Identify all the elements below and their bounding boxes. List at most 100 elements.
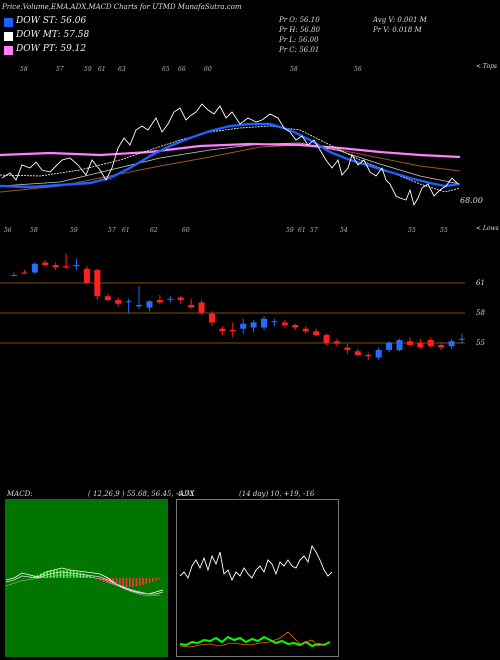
candle-body [177, 297, 184, 300]
macd-histogram-bar [132, 578, 134, 587]
level-label-61: 61 [476, 279, 485, 287]
avg-volume: Avg V: 0.001 M [373, 16, 427, 24]
candle-body [42, 262, 49, 265]
top-tick-label: 56 [354, 66, 362, 73]
candle-body [365, 355, 372, 357]
macd-histogram-bar [152, 578, 154, 582]
macd-histogram-bar [129, 578, 131, 587]
bottom-tick-label: 61 [298, 227, 306, 234]
candle-body [250, 322, 257, 328]
candle-body [188, 305, 195, 308]
top-tick-label: 58 [290, 66, 298, 73]
top-tick-label: 66 [178, 66, 186, 73]
candle-body [83, 268, 90, 283]
candle-body [333, 341, 340, 344]
candle-body [31, 263, 38, 273]
macd-histogram-bar [122, 578, 124, 587]
minus-di-line [179, 631, 331, 648]
candle-body [198, 302, 205, 313]
candle-body [115, 300, 122, 304]
macd-histogram-bar [138, 578, 141, 586]
candle-body [11, 275, 17, 276]
level-label-55: 55 [476, 339, 485, 347]
candle-body [136, 305, 143, 307]
ema-blue-line [0, 122, 461, 189]
candle-body [281, 322, 288, 325]
bottom-tick-label: 54 [340, 227, 348, 234]
macd-histogram-bar [76, 571, 78, 578]
bottom-tick-label: 58 [30, 227, 38, 234]
candle-body [271, 321, 278, 323]
top-tick-label: 61 [98, 66, 106, 73]
candle-body [73, 265, 80, 267]
bottom-tick-label: 61 [122, 227, 130, 234]
candle-body [354, 351, 361, 355]
bottom-tick-label: 62 [150, 227, 158, 234]
macd-histogram-bar [82, 573, 85, 578]
candle-body [386, 342, 393, 350]
candle-body [396, 340, 403, 350]
bottom-tick-label: 55 [408, 227, 416, 234]
bottom-tick-label: 60 [182, 227, 190, 234]
macd-histogram-bar [125, 578, 128, 587]
bottom-tick-label: 55 [440, 227, 448, 234]
legend-dow-pt: DOW PT: 59.12 [16, 44, 87, 54]
candle-body [375, 350, 382, 358]
macd-histogram-bar [155, 578, 157, 581]
top-tick-label: 58 [20, 66, 28, 73]
top-tick-label: 59 [84, 66, 92, 73]
adx-panel [176, 499, 339, 657]
macd-histogram-bar [142, 578, 144, 586]
bottom-tick-label: 57 [310, 227, 318, 234]
price-line-top [1, 103, 459, 207]
level-label-58: 58 [476, 309, 485, 317]
candle-body [21, 272, 28, 274]
macd-histogram-bar [79, 572, 82, 578]
bottom-tick-labels: 56 58 59 57 61 62 60 59 61 57 54 55 55 [4, 227, 448, 234]
candle-body [156, 300, 163, 303]
candle-body [459, 338, 465, 340]
candle-body [229, 330, 236, 332]
macd-histogram-bar [158, 578, 161, 580]
macd-params: ( 12,26,9 ) 55.68, 56.45, -0.73 [88, 490, 194, 498]
top-tick-label: 60 [204, 66, 212, 73]
right-lows-label: < Lows [476, 225, 499, 232]
candle-body [94, 270, 101, 297]
pr-close: Pr C: 56.01 [279, 46, 320, 54]
candle-body [208, 313, 215, 323]
candle-body [219, 328, 226, 332]
value-label-68: 68.00 [460, 196, 483, 205]
legend-dow-mt: DOW MT: 57.58 [16, 30, 90, 40]
macd-line [5, 567, 164, 595]
candle-body [302, 328, 309, 332]
macd-histogram-bar [119, 578, 121, 587]
macd-histogram-bar [105, 578, 108, 584]
legend-swatch-st [4, 18, 13, 27]
candle-body [104, 296, 111, 300]
page-title: Price,Volume,EMA,ADX,MACD Charts for UTM… [2, 3, 242, 11]
candles-group [11, 253, 465, 360]
macd-histogram-bar [135, 578, 138, 587]
macd-histogram-bar [145, 578, 148, 585]
macd-histogram-bar [49, 571, 52, 578]
candle-body [240, 323, 247, 329]
macd-histogram-bar [66, 570, 68, 578]
candle-body [417, 342, 424, 348]
pr-open: Pr O: 56.10 [279, 16, 320, 24]
top-tick-label: 57 [56, 66, 64, 73]
macd-label: MACD: [7, 490, 33, 498]
bottom-tick-label: 56 [4, 227, 12, 234]
adx-line [179, 544, 333, 582]
top-tick-label: 65 [162, 66, 170, 73]
adx-params: (14 day) 10, +19, -16 [239, 490, 315, 498]
bottom-tick-label: 57 [108, 227, 116, 234]
bottom-tick-label: 59 [70, 227, 78, 234]
legend-swatch-pt [4, 46, 13, 55]
macd-histogram-bar [86, 574, 88, 578]
macd-histogram-bar [43, 572, 45, 578]
pr-volume: Pr V: 0.018 M [373, 26, 422, 34]
ema-brown-line [0, 144, 461, 193]
macd-histogram-bar [53, 570, 55, 578]
